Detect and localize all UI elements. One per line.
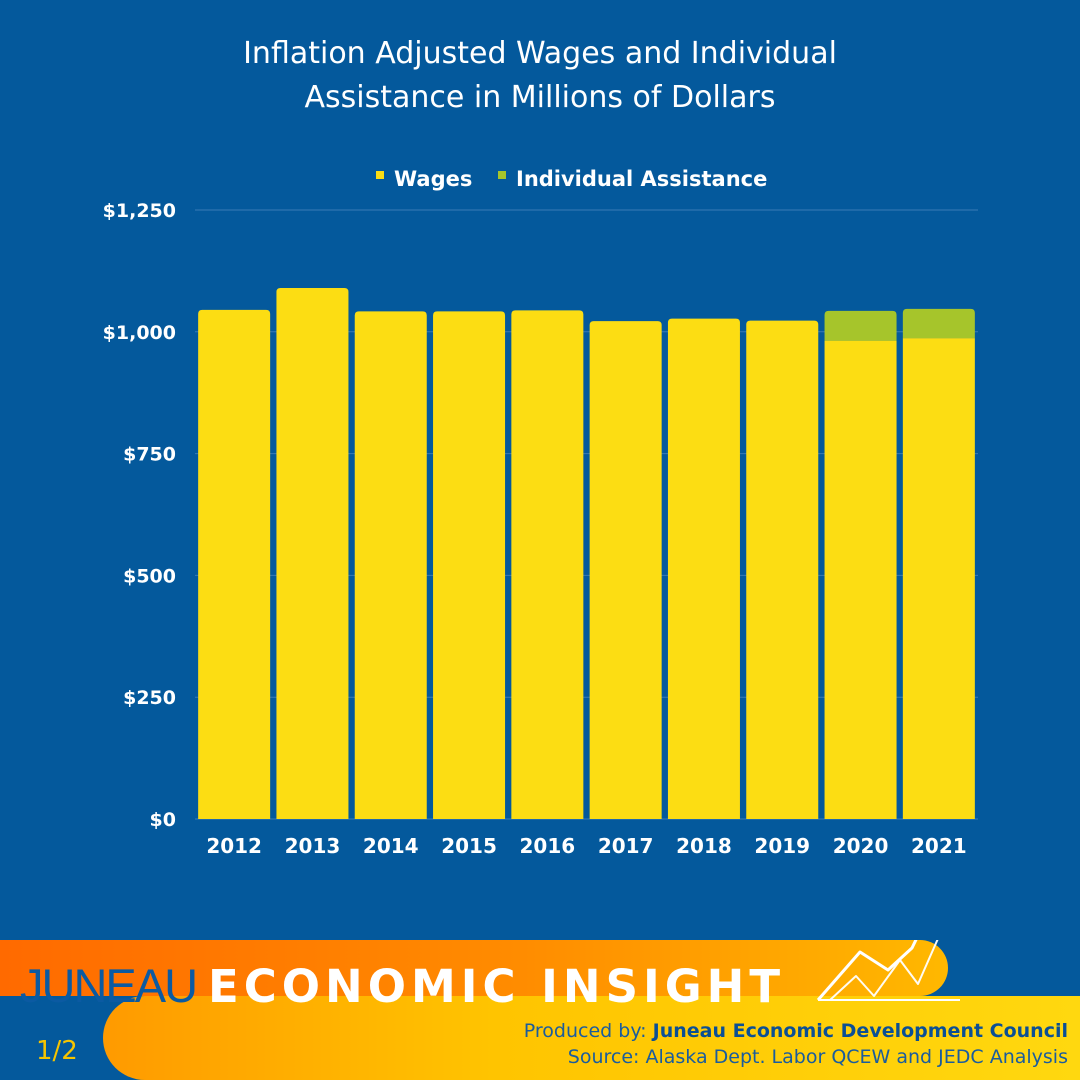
footer-band <box>0 940 1080 1080</box>
x-tick-label: 2013 <box>285 834 341 858</box>
page-indicator: 1/2 <box>36 1036 78 1066</box>
footer-orange-ribbon <box>0 940 948 996</box>
x-tick-label: 2019 <box>754 834 810 858</box>
x-tick-label: 2014 <box>363 834 419 858</box>
bar-individual-assistance-2020 <box>824 310 897 341</box>
chart-title-line-2: Assistance in Millions of Dollars <box>304 79 776 115</box>
bar-wages-2016 <box>511 310 584 819</box>
y-tick-label: $250 <box>123 687 176 709</box>
x-tick-label: 2020 <box>833 834 889 858</box>
bar-individual-assistance-2021 <box>902 308 975 339</box>
y-tick-label: $1,250 <box>103 200 176 222</box>
footer-yellow-ribbon <box>103 996 1080 1080</box>
trend-arrow-icon <box>816 940 918 1001</box>
y-tick-label: $1,000 <box>103 322 176 344</box>
chart-title-line-1: Inflation Adjusted Wages and Individual <box>243 36 837 71</box>
legend-swatch-individual-assistance <box>498 171 506 179</box>
chart-title: Inflation Adjusted Wages and Individual … <box>0 32 1080 119</box>
bar-wages-2014 <box>354 311 427 819</box>
bar-wages-2012 <box>198 309 271 819</box>
legend-label: Individual Assistance <box>516 167 767 191</box>
produced-by-label: Produced by: <box>523 1020 653 1042</box>
x-tick-label: 2018 <box>676 834 732 858</box>
bar-wages-2018 <box>667 318 740 819</box>
y-tick-label: $500 <box>123 565 176 587</box>
bar-wages-2021 <box>902 338 975 819</box>
x-tick-label: 2016 <box>520 834 576 858</box>
y-tick-label: $750 <box>123 444 176 466</box>
produced-by-org: Juneau Economic Development Council <box>652 1020 1068 1042</box>
produced-by-line: Produced by: Juneau Economic Development… <box>524 1019 1068 1045</box>
x-tick-label: 2021 <box>911 834 967 858</box>
x-tick-label: 2017 <box>598 834 654 858</box>
x-tick-label: 2015 <box>441 834 497 858</box>
brand-juneau: JUNEAU <box>20 959 198 1012</box>
legend-label: Wages <box>394 167 472 191</box>
brand-economic-insight: ECONOMIC INSIGHT <box>208 960 786 1013</box>
bar-wages-2019 <box>746 320 819 819</box>
x-tick-label: 2012 <box>206 834 262 858</box>
bar-wages-2020 <box>824 340 897 819</box>
bar-wages-2015 <box>433 311 506 819</box>
brand-logo: JUNEAU ECONOMIC INSIGHT <box>20 958 785 1018</box>
source-line: Source: Alaska Dept. Labor QCEW and JEDC… <box>567 1045 1068 1068</box>
stacked-bar-chart: $0 $250 $500 $750 $1,000 $1,250 2012 2013 2014 20… <box>103 167 978 858</box>
legend-swatch-wages <box>376 171 384 179</box>
bar-wages-2013 <box>276 287 349 819</box>
y-tick-label: $0 <box>150 809 176 831</box>
credit-block: Produced by: Juneau Economic Development… <box>524 1019 1068 1070</box>
bar-wages-2017 <box>589 321 662 819</box>
